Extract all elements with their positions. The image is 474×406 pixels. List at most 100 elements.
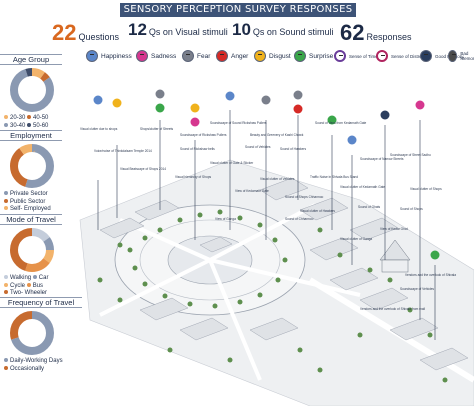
age-group-legend: 20-30 40-50 30-40 50-60 <box>4 115 48 130</box>
legend-label: Occasionally <box>10 365 45 372</box>
visual-stat: 12 Qs on Visual stimuli <box>128 20 228 40</box>
travel-frequency-title: Frequency of Travel <box>0 297 82 308</box>
legend-label: Sense of Time <box>349 53 378 59</box>
map-label: Shops/clutter of Streets <box>140 127 174 131</box>
surprise-pin <box>327 115 337 125</box>
map-label: View of Kedar Ghat <box>380 227 408 231</box>
map-label: Sound of Vehicles <box>245 145 271 149</box>
sense-of-distress-icon <box>376 50 388 62</box>
legend-happiness: Happiness <box>86 50 132 62</box>
happiness-pin <box>93 95 103 105</box>
legend-swatch <box>4 191 8 196</box>
emotion-legend: Happiness Sadness Fear Anger Disgust Sur… <box>86 50 474 70</box>
travel-mode-donut <box>10 228 54 272</box>
legend-swatch <box>4 115 8 120</box>
legend-label: Surprise <box>309 52 334 60</box>
legend-swatch <box>27 122 32 127</box>
legend-bad-memory: Bad Memory <box>448 50 474 62</box>
legend-sense-of-time: Sense of Time <box>334 50 378 62</box>
happiness-icon <box>86 50 98 62</box>
visual-count: 12 <box>128 20 147 39</box>
map-label: Visual clutter due to shops <box>80 127 118 131</box>
age-group-donut <box>10 68 54 112</box>
questions-stat: 22 Questions <box>52 20 119 46</box>
legend-label: Anger <box>231 52 249 60</box>
legend-label: Public Sector <box>10 198 46 205</box>
travel-mode-legend: Walking Car Cycle Bus Two- Wheeler <box>4 275 48 298</box>
map-label: Visual clutter of Kedarnath Gate <box>340 185 385 189</box>
legend-label: 30-40 <box>10 122 26 129</box>
map-labels: Visual clutter due to shops Voice/noise … <box>80 121 456 311</box>
map-label: Vendors and the overlook of Shivala <box>405 273 456 277</box>
emotion-pins <box>93 89 440 260</box>
sadness-icon <box>136 50 148 62</box>
legend-disgust: Disgust <box>254 50 291 62</box>
legend-surprise: Surprise <box>294 50 333 62</box>
radial-roads <box>99 203 361 381</box>
travel-frequency-donut <box>10 311 54 355</box>
disgust-pin <box>190 103 200 113</box>
map-label: Sound of Ghats <box>358 205 381 209</box>
legend-swatch <box>4 290 8 295</box>
legend-swatch <box>4 365 8 370</box>
responses-stat: 62 Responses <box>340 20 412 46</box>
legend-swatch <box>4 282 8 287</box>
donut-segment <box>10 228 54 272</box>
trees <box>97 209 448 383</box>
map-label: Sound of Chhannoo <box>285 217 314 221</box>
donut-segment <box>10 144 54 188</box>
map-label: Voice/noise of Thinkdalsam Temple 2014 <box>94 149 152 153</box>
map-label: Visual hierarchy of Shops <box>175 175 211 179</box>
anger-pin <box>293 104 303 114</box>
donut-segment <box>10 68 54 112</box>
map-label: Soundscape of Sound Rickshaw Pullers <box>210 121 267 125</box>
age-group-title: Age Group <box>0 54 62 65</box>
legend-swatch <box>32 275 37 280</box>
surprise-pin <box>430 250 440 260</box>
legend-label: Self- Employed <box>10 206 51 212</box>
donut-segment <box>10 144 54 188</box>
surprise-icon <box>294 50 306 62</box>
map-label: Sound of Shops <box>400 207 423 211</box>
legend-label: 20-30 <box>10 115 26 121</box>
disgust-icon <box>254 50 266 62</box>
map-label: Visual clutter of Hawkers <box>300 209 335 213</box>
donut-segment <box>10 228 54 272</box>
legend-label: Car <box>38 275 49 281</box>
legend-label: Sadness <box>151 52 177 60</box>
questions-label: Questions <box>78 32 120 42</box>
map-label: View of Ganga <box>215 217 236 221</box>
sound-count: 10 <box>232 20 251 39</box>
legend-label: Walking <box>10 275 32 281</box>
happiness-pin <box>225 91 235 101</box>
sense-of-time-icon <box>334 50 346 62</box>
good-memory-icon <box>420 50 432 62</box>
map-label: Sound of Vans from Kedarnath Gate <box>315 121 367 125</box>
legend-swatch <box>4 206 8 211</box>
map-label: Visual clutter of Vehicles <box>260 177 295 181</box>
happiness-pin <box>347 135 357 145</box>
map-label: Soundscape of Narrow Streets <box>360 157 404 161</box>
temple <box>379 239 411 273</box>
legend-label: Daily-Working Days <box>10 358 63 364</box>
map-label: Visual clutter of Ganga <box>340 237 372 241</box>
legend-fear: Fear <box>182 50 210 62</box>
legend-label: Two- Wheeler <box>10 290 48 296</box>
responses-count: 62 <box>340 20 365 45</box>
fear-icon <box>182 50 194 62</box>
sadness-pin <box>190 117 200 127</box>
donut-segment <box>10 311 54 355</box>
bad-memory-icon <box>448 50 458 62</box>
employment-legend: Private Sector Public Sector Self- Emplo… <box>4 191 51 214</box>
fear-pin <box>155 89 165 99</box>
visual-label: Qs on Visual stimuli <box>148 27 228 37</box>
map-label: Visual clutter of Shops <box>410 187 442 191</box>
legend-swatch <box>4 122 8 127</box>
map-label: View of Kedarnath Gate <box>235 189 269 193</box>
marker-stems <box>97 110 436 340</box>
legend-label: Happiness <box>101 52 132 60</box>
surprise-pin <box>155 103 165 113</box>
survey-stats: 22 Questions 12 Qs on Visual stimuli 10 … <box>52 20 472 46</box>
map-label: Vendors and the overlook of Shivala from… <box>360 307 425 311</box>
disgust-pin <box>112 98 122 108</box>
